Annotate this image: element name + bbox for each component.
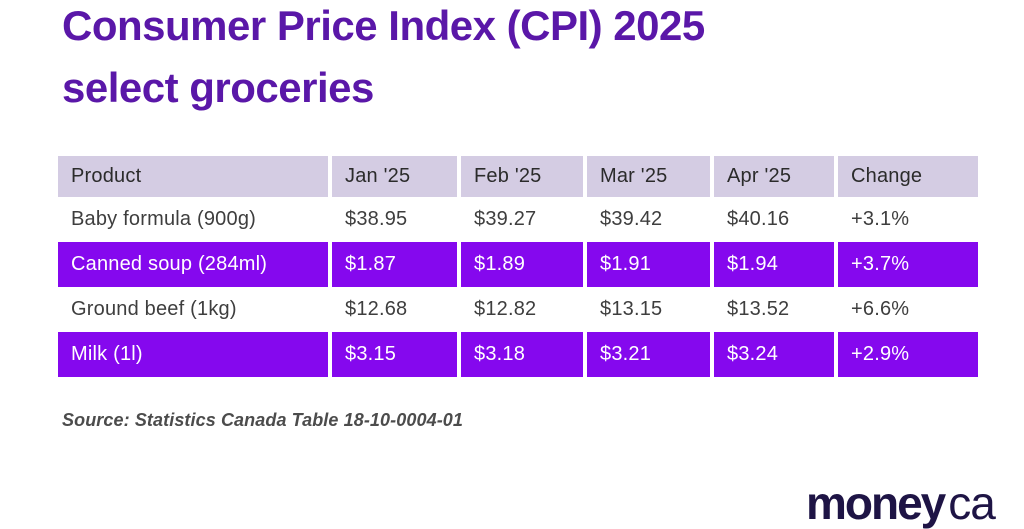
cell-feb-price: $3.18 (457, 332, 585, 377)
source-note: Source: Statistics Canada Table 18-10-00… (62, 410, 464, 430)
cell-change: +2.9% (834, 332, 978, 377)
cell-mar-price: $39.42 (583, 197, 712, 242)
cell-feb-price: $1.89 (457, 242, 585, 287)
moneyca-logo: moneyca (806, 477, 996, 529)
cell-apr-price: $13.52 (710, 287, 836, 332)
cell-change: +3.1% (834, 197, 978, 242)
cell-mar-price: $3.21 (583, 332, 712, 377)
cell-product: Ground beef (1kg) (58, 287, 330, 332)
cell-apr-price: $40.16 (710, 197, 836, 242)
table-row-baby-formula: Baby formula (900g) $38.95 $39.27 $39.42… (58, 197, 978, 242)
cell-jan-price: $38.95 (328, 197, 459, 242)
table-row-ground-beef: Ground beef (1kg) $12.68 $12.82 $13.15 $… (58, 287, 978, 332)
table-row-milk: Milk (1l) $3.15 $3.18 $3.21 $3.24 +2.9% (58, 332, 978, 377)
cell-feb-price: $39.27 (457, 197, 585, 242)
column-header-feb: Feb '25 (457, 156, 585, 197)
page-title: Consumer Price Index (CPI) 2025 select gr… (62, 0, 705, 119)
cell-jan-price: $3.15 (328, 332, 459, 377)
page-title-line-2: select groceries (62, 64, 374, 111)
cell-product: Baby formula (900g) (58, 197, 330, 242)
cpi-table: Product Jan '25 Feb '25 Mar '25 Apr '25 … (58, 156, 978, 377)
column-header-jan: Jan '25 (328, 156, 459, 197)
cell-apr-price: $3.24 (710, 332, 836, 377)
cell-change: +3.7% (834, 242, 978, 287)
cell-change: +6.6% (834, 287, 978, 332)
column-header-product: Product (58, 156, 330, 197)
column-header-change: Change (834, 156, 978, 197)
logo-money-text: money (806, 477, 946, 529)
logo-ca-text: ca (948, 477, 996, 529)
cell-jan-price: $12.68 (328, 287, 459, 332)
table-row-canned-soup: Canned soup (284ml) $1.87 $1.89 $1.91 $1… (58, 242, 978, 287)
cell-mar-price: $13.15 (583, 287, 712, 332)
column-header-mar: Mar '25 (583, 156, 712, 197)
cell-mar-price: $1.91 (583, 242, 712, 287)
cell-apr-price: $1.94 (710, 242, 836, 287)
cell-feb-price: $12.82 (457, 287, 585, 332)
page-title-line-1: Consumer Price Index (CPI) 2025 (62, 2, 705, 49)
cell-jan-price: $1.87 (328, 242, 459, 287)
table-header-row: Product Jan '25 Feb '25 Mar '25 Apr '25 … (58, 156, 978, 197)
column-header-apr: Apr '25 (710, 156, 836, 197)
cell-product: Milk (1l) (58, 332, 330, 377)
cell-product: Canned soup (284ml) (58, 242, 330, 287)
